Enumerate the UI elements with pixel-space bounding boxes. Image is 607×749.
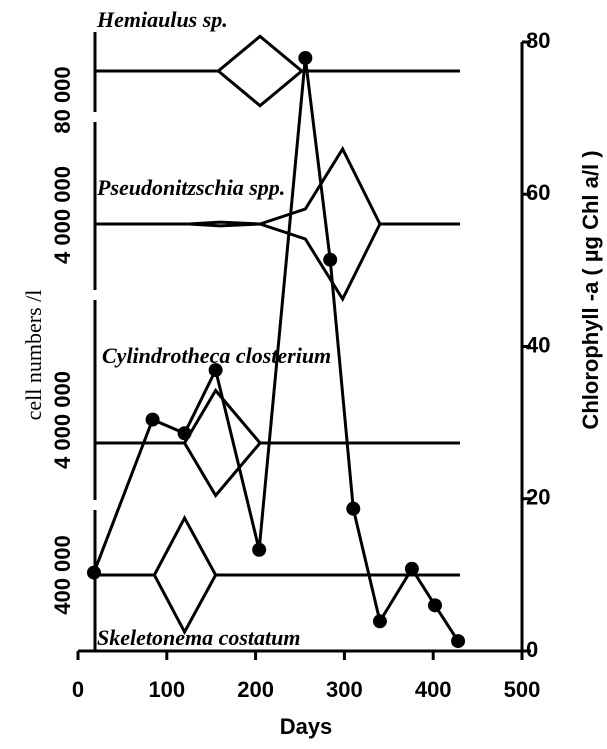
marker (404, 561, 419, 576)
kite-edge (94, 441, 460, 499)
marker (252, 542, 267, 557)
x-tick-label: 500 (504, 677, 541, 702)
y-axis-label: Chlorophyll -a ( µg Chl a/l ) (578, 150, 603, 429)
marker (208, 363, 223, 378)
left-axis-label: cell numbers /l (21, 290, 46, 421)
species-label: Pseudonitzschia spp. (96, 175, 285, 200)
kite-edge (94, 222, 460, 303)
marker (86, 565, 101, 580)
marker (298, 50, 313, 65)
scale-label: 80 000 (50, 66, 75, 133)
scale-label: 4 000 000 (50, 371, 75, 469)
marker (323, 252, 338, 267)
x-tick-label: 400 (415, 677, 452, 702)
marker (145, 412, 160, 427)
kite-edge (94, 69, 460, 108)
x-axis-label: Days (280, 714, 333, 739)
x-tick-label: 200 (237, 677, 274, 702)
kite-edge (94, 514, 460, 577)
y-tick-label: 20 (526, 485, 550, 510)
marker (427, 598, 442, 613)
marker (451, 634, 466, 649)
scale-label: 400 000 (50, 535, 75, 615)
y-tick-label: 60 (526, 180, 550, 205)
y-tick-label: 0 (526, 637, 538, 662)
x-tick-label: 300 (326, 677, 363, 702)
kite-edge (94, 34, 460, 73)
y-tick-label: 80 (526, 28, 550, 53)
y-tick-label: 40 (526, 332, 550, 357)
marker (346, 501, 361, 516)
x-tick-label: 100 (148, 677, 185, 702)
marker (177, 426, 192, 441)
x-tick-label: 0 (72, 677, 84, 702)
species-label: Skeletonema costatum (97, 625, 301, 650)
scale-label: 4 000 000 (50, 166, 75, 264)
marker (372, 614, 387, 629)
kite-edge (94, 573, 460, 636)
species-label: Hemiaulus sp. (96, 7, 228, 32)
